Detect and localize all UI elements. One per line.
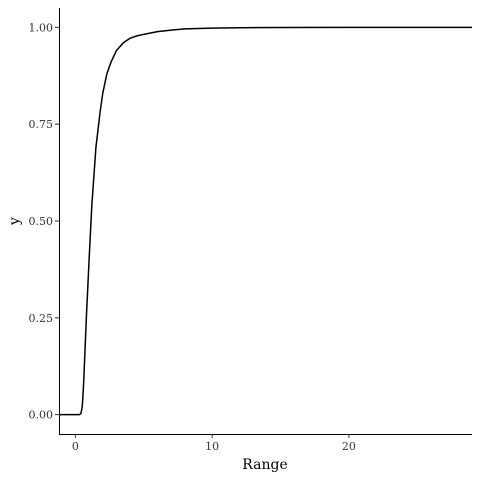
x-tick-label: 0	[72, 440, 79, 453]
x-axis-ticks: 0 10 20	[72, 434, 356, 453]
y-axis-ticks: 0.00 0.25 0.50 0.75 1.00	[29, 21, 59, 422]
series-line	[59, 26, 472, 416]
y-tick-label: 0.75	[29, 118, 54, 131]
y-tick-label: 0.25	[29, 312, 54, 325]
y-axis-title: y	[7, 217, 23, 226]
axes	[59, 8, 472, 435]
x-tick-label: 20	[342, 440, 356, 453]
x-axis-title: Range	[242, 457, 287, 473]
x-tick-label: 10	[205, 440, 219, 453]
y-tick-label: 0.00	[29, 409, 54, 422]
y-tick-label: 0.50	[29, 215, 54, 228]
series-layer	[59, 26, 472, 416]
y-tick-label: 1.00	[29, 21, 54, 34]
